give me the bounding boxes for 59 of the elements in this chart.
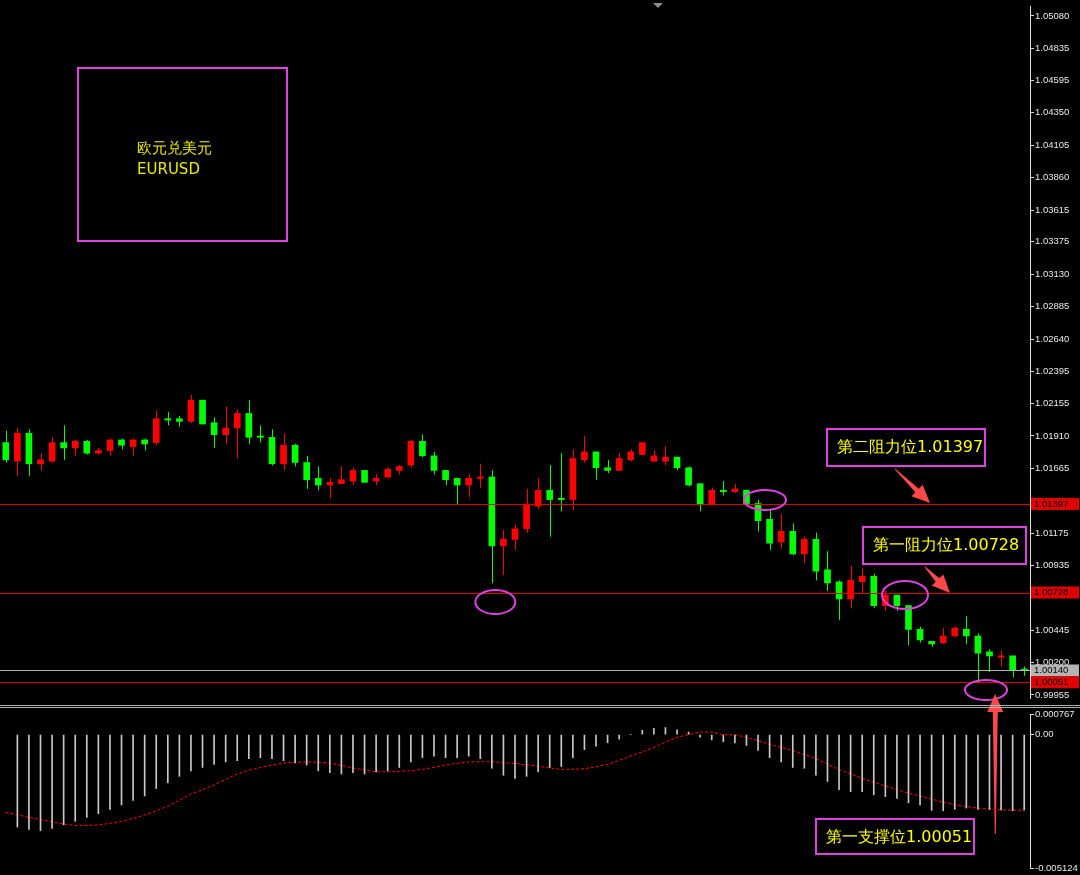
ref-line-label: 1.00051 bbox=[1034, 675, 1069, 687]
candlestick bbox=[83, 439, 91, 456]
y-tick-label: 1.03860 bbox=[1035, 171, 1070, 183]
text: EURUSD bbox=[137, 159, 200, 179]
candlestick bbox=[858, 567, 866, 595]
candlestick bbox=[442, 469, 449, 486]
candlestick bbox=[199, 399, 206, 425]
candlestick bbox=[118, 438, 125, 450]
y-tick-label: 1.04350 bbox=[1035, 106, 1070, 118]
candlestick bbox=[476, 463, 484, 489]
candlestick bbox=[60, 424, 67, 461]
ref-line-label: 1.00728 bbox=[1034, 586, 1069, 598]
candlestick bbox=[152, 410, 160, 446]
candlestick bbox=[338, 465, 345, 485]
y-tick-label: 1.00445 bbox=[1035, 623, 1070, 635]
candlestick bbox=[303, 455, 311, 490]
y-tick-label: 1.04105 bbox=[1035, 138, 1070, 150]
candlestick bbox=[638, 442, 646, 456]
candlestick bbox=[164, 411, 172, 426]
candlestick bbox=[37, 452, 44, 471]
candlestick bbox=[546, 464, 554, 538]
ref-line-label: 1.01397 bbox=[1034, 497, 1069, 509]
y-tick-label: 1.02395 bbox=[1035, 365, 1070, 377]
candlestick bbox=[557, 452, 565, 512]
y-tick-label: 1.02885 bbox=[1035, 300, 1070, 312]
annotation: 第二阻力位1.01397 bbox=[837, 437, 984, 458]
annotation: 第一阻力位1.00728 bbox=[873, 535, 1020, 556]
y-tick-label: 0.00 bbox=[1035, 728, 1054, 740]
annotation: 第一支撑位1.00051 bbox=[826, 827, 973, 848]
candlestick bbox=[719, 480, 727, 497]
y-tick-label: 1.00935 bbox=[1035, 558, 1070, 570]
y-tick-label: 0.000767 bbox=[1035, 708, 1075, 720]
candlestick bbox=[766, 508, 773, 551]
y-tick-label: 1.04595 bbox=[1035, 73, 1070, 85]
y-tick-label: 1.02640 bbox=[1035, 332, 1070, 344]
candlestick bbox=[361, 469, 368, 483]
line-series bbox=[5, 731, 1025, 826]
y-tick-label: -0.005124 bbox=[1035, 861, 1078, 873]
y-tick-label: 1.04835 bbox=[1035, 42, 1070, 54]
y-tick-label: 1.05080 bbox=[1035, 9, 1070, 21]
candlestick bbox=[685, 465, 692, 487]
candlestick bbox=[395, 464, 403, 475]
candlestick bbox=[257, 424, 264, 444]
y-tick-label: 1.03130 bbox=[1035, 267, 1070, 279]
text: 欧元兑美元 bbox=[137, 138, 212, 158]
y-tick-label: 1.03375 bbox=[1035, 235, 1070, 247]
y-tick-label: 0.99955 bbox=[1035, 688, 1070, 700]
candlestick bbox=[176, 415, 183, 428]
y-tick-label: 1.01910 bbox=[1035, 429, 1070, 441]
candlestick bbox=[604, 459, 611, 474]
candlestick bbox=[789, 522, 797, 556]
candlestick bbox=[2, 430, 10, 463]
y-tick-label: 1.01665 bbox=[1035, 462, 1070, 474]
candlestick bbox=[245, 399, 253, 445]
y-tick-label: 1.01175 bbox=[1035, 526, 1069, 538]
candlestick bbox=[95, 447, 102, 456]
y-tick-label: 1.02155 bbox=[1035, 397, 1070, 409]
candlestick bbox=[824, 550, 831, 592]
y-tick-label: 1.03615 bbox=[1035, 203, 1070, 215]
